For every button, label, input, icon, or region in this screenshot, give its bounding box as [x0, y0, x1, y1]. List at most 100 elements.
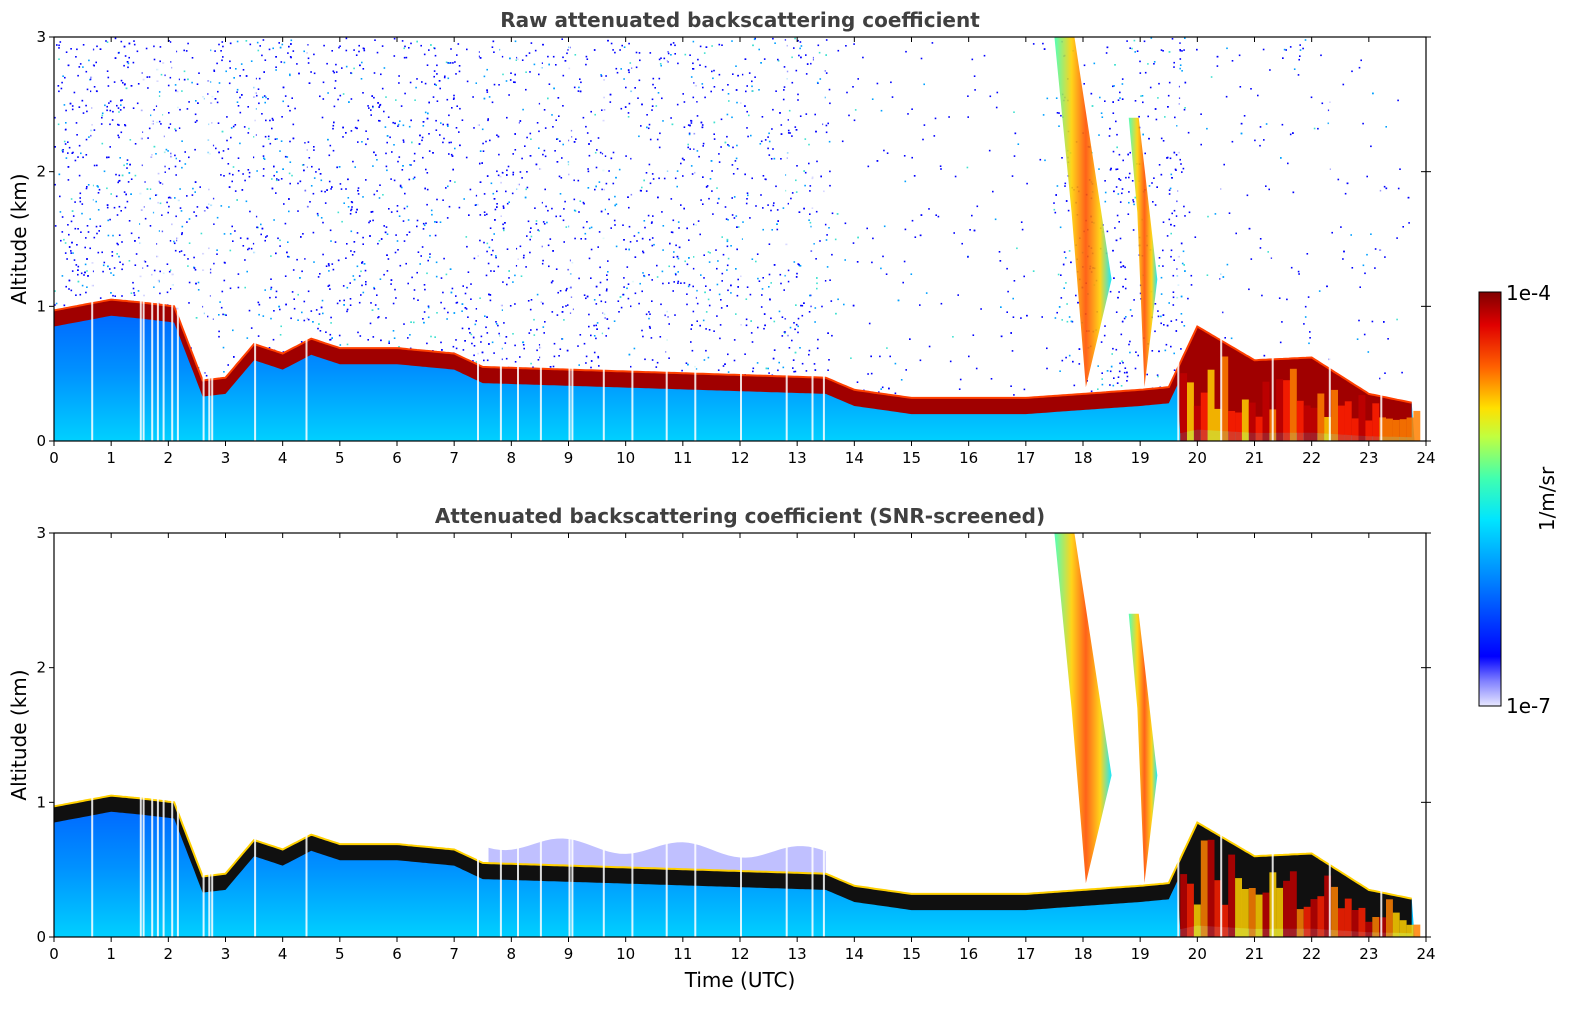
noise-pixel — [544, 155, 547, 158]
noise-pixel — [286, 156, 289, 158]
noise-pixel — [178, 127, 181, 129]
noise-pixel — [327, 285, 330, 287]
noise-pixel — [590, 277, 592, 279]
noise-pixel — [1318, 290, 1321, 292]
noise-pixel — [118, 124, 120, 126]
noise-pixel — [1238, 54, 1241, 57]
noise-pixel — [179, 108, 181, 111]
noise-pixel — [328, 264, 330, 267]
y-tick-label: 1 — [36, 297, 46, 315]
noise-pixel — [693, 223, 695, 226]
noise-pixel — [1112, 150, 1115, 153]
noise-pixel — [73, 91, 76, 94]
noise-pixel — [74, 201, 76, 203]
noise-pixel — [562, 105, 564, 107]
noise-pixel — [1190, 284, 1193, 286]
noise-pixel — [365, 179, 367, 181]
noise-pixel — [558, 115, 560, 117]
noise-pixel — [585, 355, 588, 358]
noise-pixel — [467, 316, 469, 318]
noise-pixel — [292, 269, 295, 271]
noise-pixel — [767, 136, 769, 138]
noise-pixel — [827, 332, 829, 334]
noise-pixel — [284, 155, 287, 158]
noise-pixel — [248, 247, 250, 250]
noise-pixel — [223, 233, 226, 235]
noise-pixel — [1065, 282, 1067, 284]
noise-pixel — [793, 261, 796, 263]
noise-pixel — [886, 152, 889, 154]
noise-pixel — [505, 190, 507, 193]
noise-pixel — [662, 120, 664, 122]
noise-pixel — [393, 55, 396, 57]
noise-pixel — [1187, 297, 1189, 300]
noise-pixel — [640, 190, 642, 192]
noise-pixel — [1216, 55, 1219, 58]
noise-pixel — [1060, 114, 1062, 117]
noise-pixel — [1367, 351, 1370, 353]
noise-pixel — [1240, 132, 1243, 135]
noise-pixel — [604, 208, 606, 211]
noise-pixel — [530, 42, 533, 44]
noise-pixel — [123, 45, 126, 48]
noise-pixel — [448, 62, 451, 64]
noise-pixel — [84, 263, 87, 266]
noise-pixel — [1170, 232, 1172, 235]
noise-pixel — [458, 65, 461, 67]
noise-pixel — [705, 46, 708, 48]
noise-pixel — [1310, 96, 1313, 99]
noise-pixel — [178, 160, 181, 162]
noise-pixel — [628, 42, 630, 45]
data-gap — [785, 533, 788, 937]
noise-pixel — [175, 215, 177, 218]
noise-pixel — [222, 45, 224, 48]
data-gap — [477, 533, 479, 937]
noise-pixel — [606, 318, 609, 320]
noise-pixel — [814, 307, 817, 309]
noise-pixel — [339, 299, 341, 302]
noise-pixel — [261, 227, 264, 230]
noise-pixel — [522, 344, 525, 346]
noise-pixel — [452, 168, 454, 171]
noise-pixel — [1346, 182, 1349, 185]
noise-pixel — [660, 303, 662, 306]
noise-pixel — [1115, 186, 1118, 188]
noise-pixel — [486, 332, 489, 334]
noise-pixel — [556, 138, 559, 140]
noise-pixel — [205, 374, 208, 377]
noise-pixel — [635, 51, 638, 54]
noise-pixel — [1106, 46, 1109, 49]
noise-pixel — [377, 316, 379, 319]
noise-pixel — [273, 174, 275, 177]
noise-pixel — [287, 241, 289, 243]
noise-pixel — [222, 56, 224, 58]
noise-pixel — [1181, 70, 1183, 72]
noise-pixel — [1168, 218, 1171, 221]
noise-pixel — [716, 202, 719, 204]
cloud-column — [1310, 407, 1318, 441]
noise-pixel — [522, 108, 524, 111]
noise-pixel — [427, 112, 429, 115]
cloud-column — [1365, 921, 1373, 937]
noise-pixel — [629, 241, 632, 243]
noise-pixel — [533, 63, 536, 66]
noise-pixel — [370, 302, 372, 304]
noise-pixel — [746, 198, 748, 200]
noise-pixel — [730, 284, 732, 287]
noise-pixel — [905, 369, 907, 371]
noise-pixel — [983, 54, 986, 57]
noise-pixel — [70, 252, 72, 254]
noise-pixel — [236, 101, 239, 103]
noise-pixel — [213, 262, 215, 265]
noise-pixel — [680, 162, 682, 165]
noise-pixel — [1289, 46, 1292, 48]
noise-pixel — [271, 127, 273, 130]
noise-pixel — [724, 206, 727, 208]
noise-pixel — [280, 178, 283, 180]
noise-pixel — [853, 119, 856, 122]
noise-pixel — [444, 75, 446, 78]
noise-pixel — [330, 188, 332, 190]
noise-pixel — [398, 75, 400, 77]
noise-pixel — [264, 135, 267, 138]
noise-pixel — [543, 223, 546, 225]
